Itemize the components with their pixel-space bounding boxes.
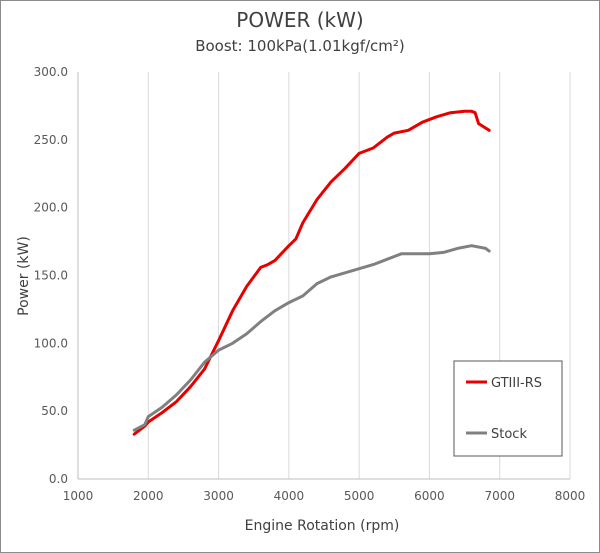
grid-lines — [77, 72, 571, 480]
series-line-gtiii-rs — [132, 109, 491, 436]
x-tick-label: 8000 — [555, 489, 586, 503]
chart-subtitle: Boost: 100kPa(1.01kgf/cm²) — [195, 37, 405, 55]
legend-label-gtiii-rs: GTIII-RS — [491, 376, 542, 391]
y-tick-label: 50.0 — [41, 404, 68, 418]
legend: GTIII-RS Stock — [453, 360, 563, 457]
legend-box — [453, 360, 563, 457]
x-tick-label: 5000 — [344, 489, 375, 503]
x-tick-label: 1000 — [63, 489, 94, 503]
y-tick-label: 150.0 — [34, 269, 68, 283]
x-tick-label: 2000 — [133, 489, 164, 503]
x-tick-label: 7000 — [484, 489, 515, 503]
x-tick-label: 3000 — [203, 489, 234, 503]
y-axis-label: Power (kW) — [16, 236, 32, 316]
y-axis-ticks: 0.0 50.0 100.0 150.0 200.0 250.0 300.0 — [34, 65, 68, 486]
y-tick-label: 300.0 — [34, 65, 68, 79]
x-axis-label: Engine Rotation (rpm) — [245, 518, 400, 534]
legend-label-stock: Stock — [491, 427, 527, 442]
x-tick-label: 4000 — [274, 489, 305, 503]
chart-title: POWER (kW) — [236, 8, 364, 32]
y-tick-label: 200.0 — [34, 201, 68, 215]
x-axis-ticks: 1000 2000 3000 4000 5000 6000 7000 8000 — [63, 489, 586, 503]
y-tick-label: 0.0 — [49, 472, 68, 486]
x-tick-label: 6000 — [414, 489, 445, 503]
series-lines — [132, 109, 491, 436]
series-line-stock — [132, 244, 491, 432]
y-tick-label: 100.0 — [34, 336, 68, 350]
y-tick-label: 250.0 — [34, 133, 68, 147]
